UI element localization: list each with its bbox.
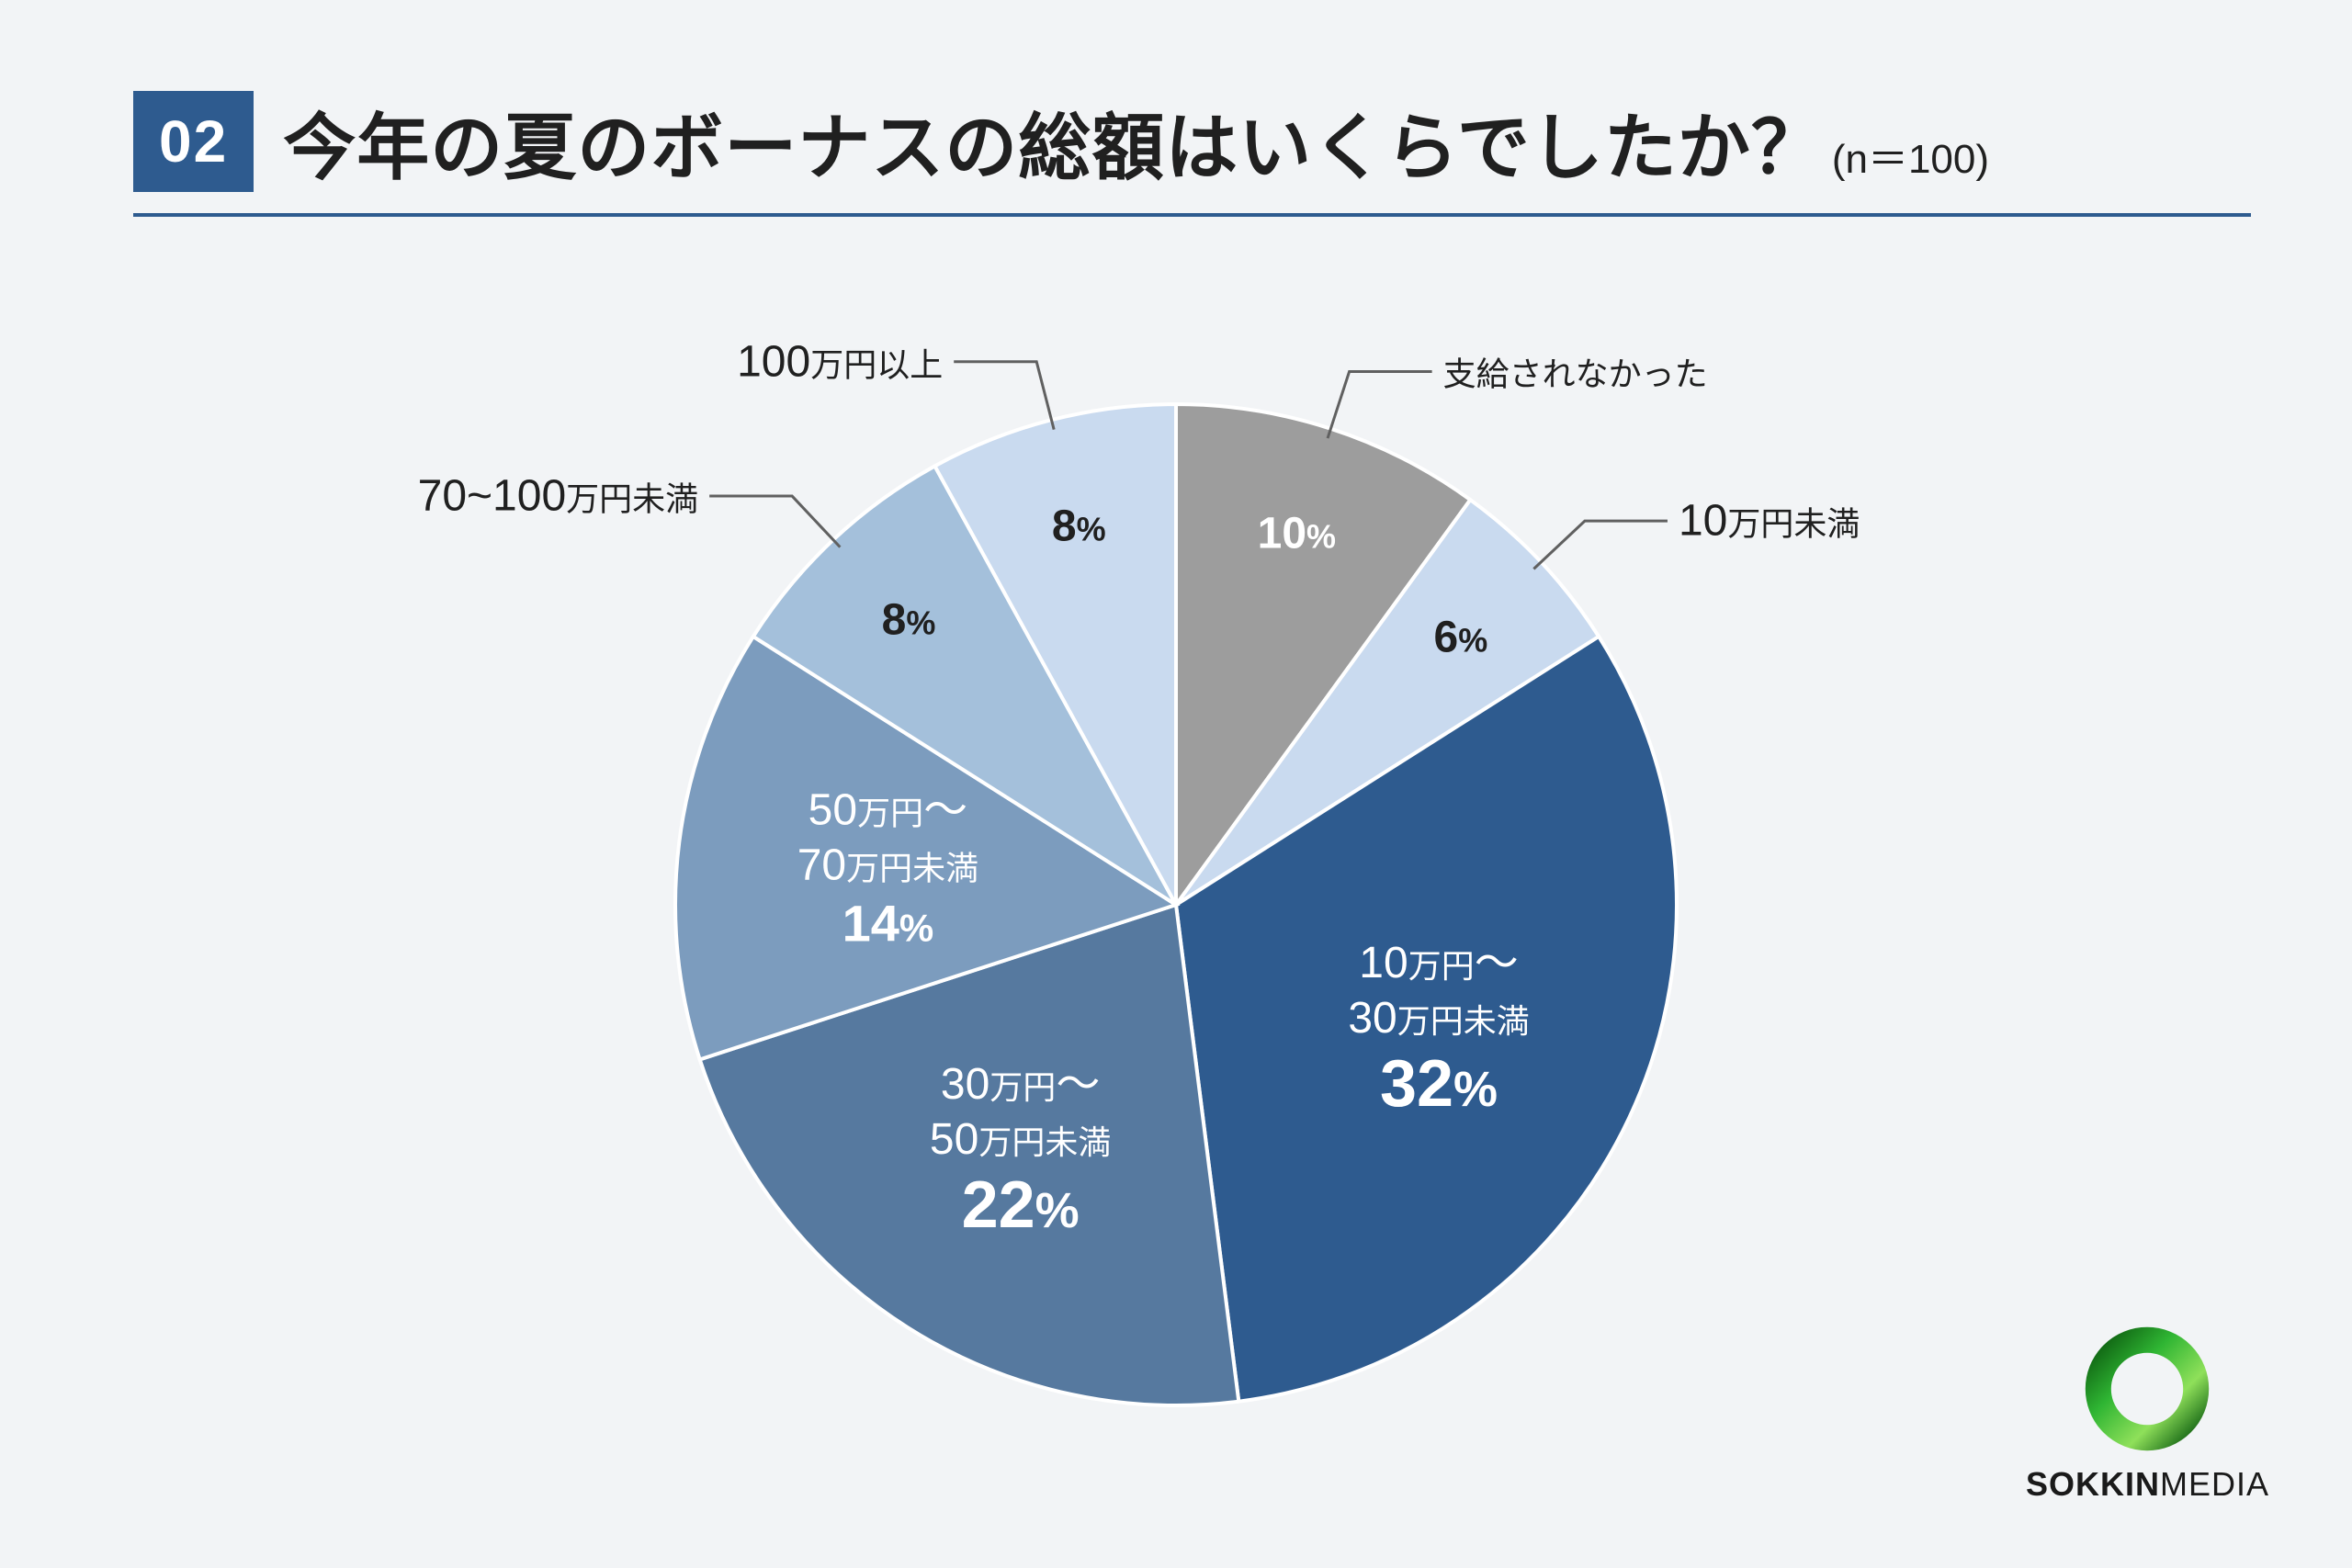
ext-label-r70_100: 70~100万円未満	[418, 471, 699, 522]
ext-label-gte100: 100万円以上	[737, 336, 943, 387]
slice-pct-lt10: 6%	[1434, 612, 1488, 662]
page: 02 今年の夏のボーナスの総額はいくらでしたか？ (n＝100) 10%支給され…	[0, 0, 2352, 1568]
logo-text-thin: MEDIA	[2160, 1465, 2269, 1503]
leader-not_paid	[1328, 371, 1432, 438]
logo-text: SOKKINMEDIA	[2026, 1465, 2269, 1504]
logo-text-bold: SOKKIN	[2026, 1465, 2160, 1503]
slice-label-r10_30: 10万円～30万円未満32%	[1348, 936, 1529, 1122]
leader-lt10	[1533, 521, 1668, 569]
slice-pct-gte100: 8%	[1052, 502, 1106, 552]
leader-gte100	[954, 362, 1054, 430]
slice-label-r50_70: 50万円～70万円未満14%	[797, 784, 978, 953]
slice-label-r30_50: 30万円～50万円未満22%	[930, 1057, 1111, 1243]
brand-logo: SOKKINMEDIA	[2026, 1325, 2269, 1504]
slice-pct-r70_100: 8%	[882, 595, 936, 646]
ext-label-lt10: 10万円未満	[1679, 496, 1860, 547]
logo-ring-icon	[2083, 1325, 2211, 1453]
pie-chart	[0, 0, 2352, 1568]
leader-r70_100	[709, 496, 840, 547]
slice-pct-not_paid: 10%	[1258, 508, 1336, 558]
ext-label-not_paid: 支給されなかった	[1443, 346, 1708, 397]
